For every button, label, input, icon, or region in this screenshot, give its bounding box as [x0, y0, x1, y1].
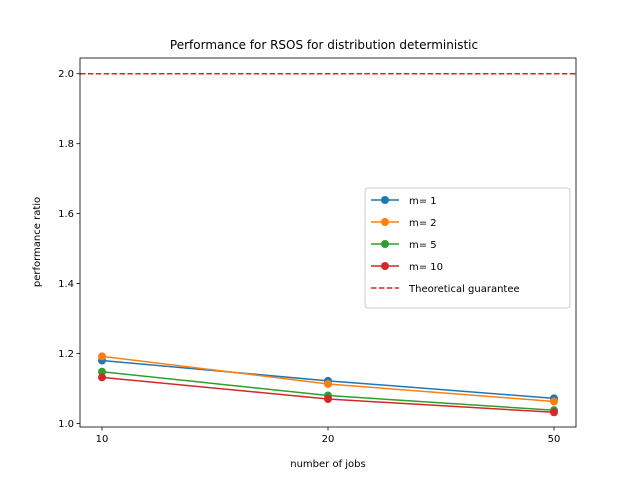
data-point-m-10	[98, 373, 106, 382]
legend-label: Theoretical guarantee	[408, 284, 520, 295]
y-tick-label: 1.4	[58, 279, 74, 290]
x-axis-label: number of jobs	[290, 459, 365, 470]
y-tick-label: 1.2	[58, 349, 74, 360]
y-tick-label: 1.8	[58, 139, 74, 150]
data-point-m-2	[550, 397, 558, 406]
data-point-m-10	[324, 395, 332, 404]
legend-label: m= 10	[409, 262, 443, 273]
series-m-10	[98, 373, 558, 417]
legend-marker	[381, 196, 389, 204]
data-point-m-2	[98, 352, 106, 361]
y-tick-label: 2.0	[58, 69, 74, 80]
legend-marker	[381, 240, 389, 248]
legend: m= 1 m= 2 m= 5 m= 10 Theoretical guarantee	[364, 187, 571, 309]
data-point-m-10	[550, 408, 558, 417]
y-tick-label: 1.6	[58, 209, 74, 220]
x-tick-label: 50	[548, 434, 561, 445]
legend-label: m= 2	[409, 218, 437, 229]
legend-marker	[381, 218, 389, 226]
series-m-2	[98, 352, 558, 406]
y-axis-label: performance ratio	[32, 197, 43, 287]
series-layer	[98, 352, 558, 417]
x-tick-label: 10	[96, 434, 109, 445]
axis-layer: 1.0 1.2 1.4 1.6 1.8 2.0 10 20 50	[58, 57, 577, 445]
legend-label: m= 5	[409, 240, 437, 251]
y-tick-label: 1.0	[58, 419, 74, 430]
x-tick-label: 20	[322, 434, 335, 445]
data-point-m-5	[98, 367, 106, 376]
chart-title: Performance for RSOS for distribution de…	[170, 38, 478, 52]
legend-marker	[381, 262, 389, 270]
legend-box	[364, 187, 571, 309]
data-point-m-2	[324, 379, 332, 388]
legend-label: m= 1	[409, 196, 437, 207]
